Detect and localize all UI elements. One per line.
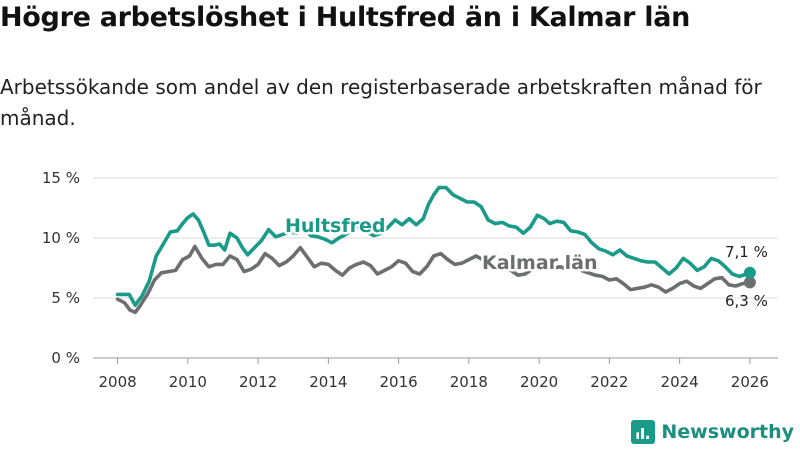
chart-title: Högre arbetslöshet i Hultsfred än i Kalm…: [0, 2, 691, 33]
series-line-kalmar-lan: [115, 244, 752, 315]
end-label-kalmar-lan: 6,3 %: [725, 292, 768, 310]
y-tick-label: 5 %: [51, 289, 80, 307]
x-tick-label: 2010: [169, 373, 207, 391]
series-label-kalmar-lan: Kalmar län: [482, 252, 598, 274]
y-tick-label: 15 %: [42, 169, 80, 187]
x-tick-label: 2014: [309, 373, 347, 391]
x-tick-label: 2022: [590, 373, 628, 391]
x-tick-label: 2020: [520, 373, 558, 391]
series-end-point: [743, 266, 756, 279]
y-tick-label: 0 %: [51, 349, 80, 367]
series-end-point: [743, 276, 756, 289]
x-tick-label: 2008: [98, 373, 136, 391]
brand: Newsworthy: [631, 420, 794, 444]
series-line-hultsfred: [115, 185, 752, 307]
end-label-hultsfred: 7,1 %: [725, 243, 768, 261]
x-tick-label: 2024: [661, 373, 699, 391]
newsworthy-logo-icon: [631, 420, 656, 444]
x-tick-label: 2026: [731, 373, 769, 391]
chart-subtitle: Arbetssökande som andel av den registerb…: [0, 75, 762, 130]
x-tick-label: 2012: [239, 373, 277, 391]
series-label-hultsfred: Hultsfred: [285, 215, 385, 237]
y-tick-label: 10 %: [42, 229, 80, 247]
x-tick-label: 2016: [380, 373, 418, 391]
x-tick-label: 2018: [450, 373, 488, 391]
brand-name: Newsworthy: [661, 421, 794, 443]
